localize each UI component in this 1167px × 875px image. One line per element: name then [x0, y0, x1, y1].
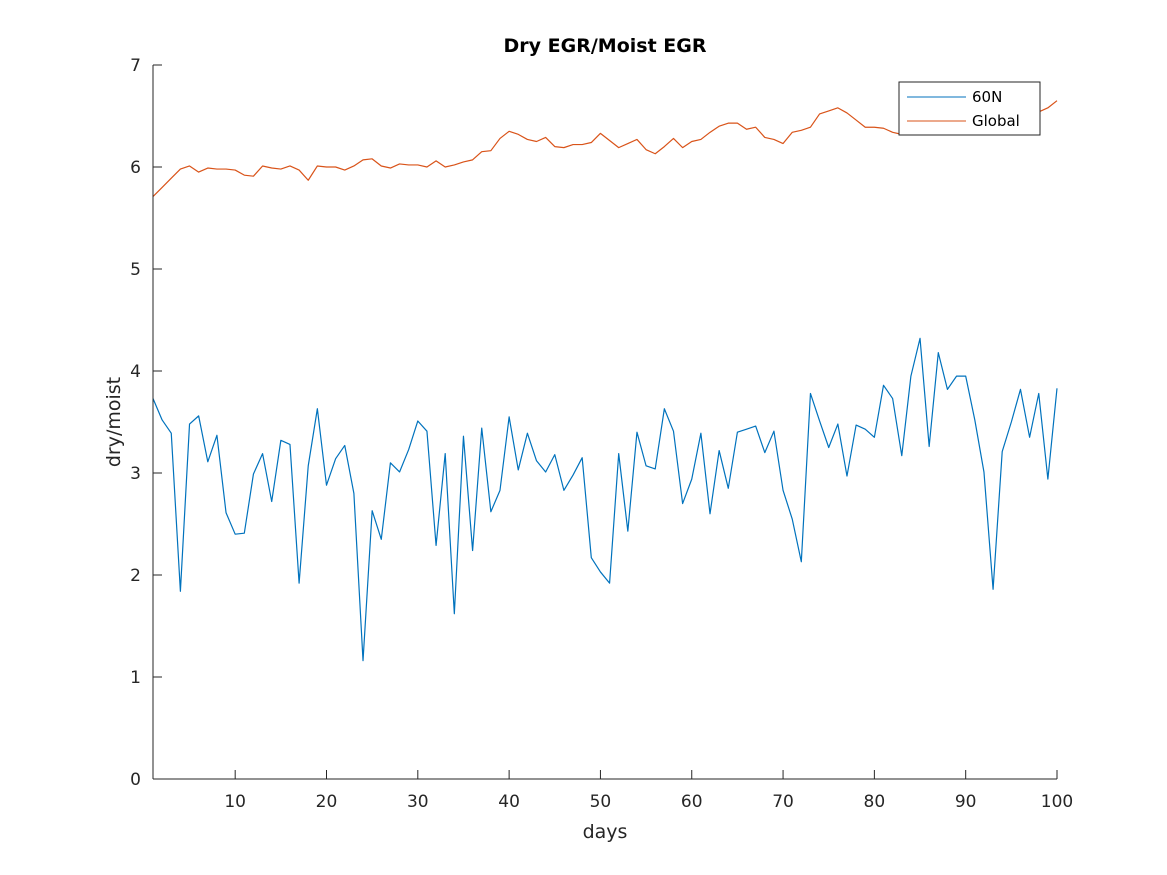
- chart-title: Dry EGR/Moist EGR: [504, 35, 707, 57]
- legend: 60N Global: [898, 81, 1041, 136]
- y-tick-label: 0: [130, 770, 141, 790]
- plot-area: 10 20 30 40 50 60 70 80 90 100 0 1 2 3 4 5 6 7: [130, 56, 1073, 812]
- y-tick-label: 7: [130, 56, 141, 76]
- x-tick-label: 70: [772, 792, 794, 812]
- axes-background: [153, 65, 1057, 779]
- x-tick-label: 10: [224, 792, 246, 812]
- x-tick-label: 50: [590, 792, 612, 812]
- x-tick-label: 90: [955, 792, 977, 812]
- x-tick-label: 20: [316, 792, 338, 812]
- x-tick-label: 40: [498, 792, 520, 812]
- x-ticks: 10 20 30 40 50 60 70 80 90 100: [224, 770, 1073, 812]
- y-tick-label: 4: [130, 362, 141, 382]
- y-tick-label: 5: [130, 260, 141, 280]
- x-axis-label: days: [583, 821, 628, 843]
- legend-box: [898, 81, 1041, 136]
- y-tick-label: 2: [130, 566, 141, 586]
- x-tick-label: 100: [1041, 792, 1073, 812]
- legend-label-60n: 60N: [972, 88, 1002, 106]
- y-tick-label: 3: [130, 464, 141, 484]
- x-tick-label: 60: [681, 792, 703, 812]
- series-line-60n: [152, 337, 1058, 662]
- y-tick-label: 6: [130, 158, 141, 178]
- x-tick-label: 30: [407, 792, 429, 812]
- y-tick-label: 1: [130, 668, 141, 688]
- y-ticks: 0 1 2 3 4 5 6 7: [130, 56, 162, 790]
- y-axis-label: dry/moist: [103, 377, 125, 467]
- x-tick-label: 80: [864, 792, 886, 812]
- legend-label-global: Global: [972, 112, 1020, 130]
